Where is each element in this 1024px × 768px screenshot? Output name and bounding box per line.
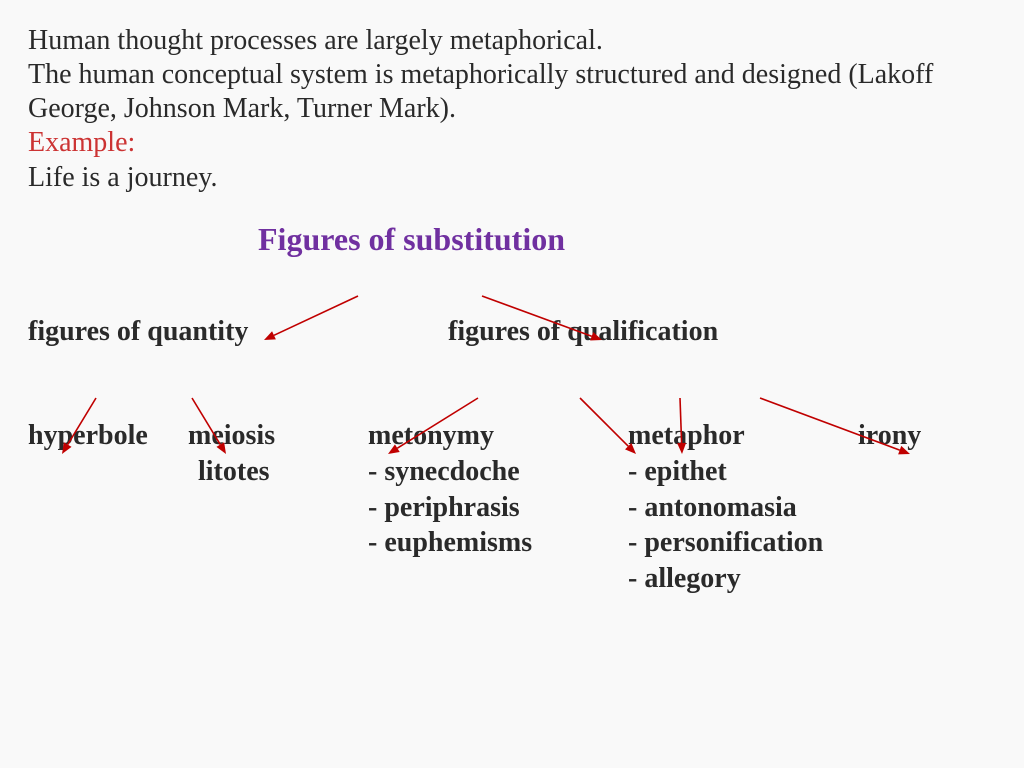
tier1-right: figures of qualification (448, 316, 718, 348)
sub-metaphor-4: - allegory (628, 561, 928, 597)
tier2-metaphor: metaphor (628, 420, 858, 452)
tier2-irony: irony (858, 420, 921, 452)
sub-blank-2 (28, 490, 368, 526)
sub-blank-4b (368, 561, 628, 597)
sub-metonymy-1: - synecdoche (368, 454, 628, 490)
tier2-hyperbole: hyperbole (28, 420, 188, 452)
example-text: Life is a journey. (28, 162, 217, 193)
sub-row-4: - allegory (28, 561, 996, 597)
tier1-left: figures of quantity (28, 316, 448, 348)
sub-metaphor-1: - epithet (628, 454, 928, 490)
sub-rows: litotes - synecdoche - epithet - periphr… (28, 454, 996, 597)
sub-metonymy-3: - euphemisms (368, 525, 628, 561)
sub-blank-3 (28, 525, 368, 561)
sub-row-2: - periphrasis - antonomasia (28, 490, 996, 526)
tier-2: hyperbole meiosis metonymy metaphor iron… (28, 420, 996, 452)
example-label: Example: (28, 127, 135, 158)
diagram-title: Figures of substitution (258, 221, 996, 258)
sub-row-3: - euphemisms - personification (28, 525, 996, 561)
sub-row-1: litotes - synecdoche - epithet (28, 454, 996, 490)
sub-metaphor-3: - personification (628, 525, 928, 561)
tier2-meiosis: meiosis (188, 420, 368, 452)
sub-metaphor-2: - antonomasia (628, 490, 928, 526)
intro-line-1: Human thought processes are largely meta… (28, 25, 603, 56)
intro-line-2: The human conceptual system is metaphori… (28, 59, 933, 124)
tier-1: figures of quantity figures of qualifica… (28, 316, 996, 348)
slide: Human thought processes are largely meta… (0, 0, 1024, 768)
sub-litotes: litotes (28, 454, 368, 490)
sub-metonymy-2: - periphrasis (368, 490, 628, 526)
tier2-metonymy: metonymy (368, 420, 628, 452)
sub-blank-4 (28, 561, 368, 597)
intro-block: Human thought processes are largely meta… (28, 24, 996, 195)
